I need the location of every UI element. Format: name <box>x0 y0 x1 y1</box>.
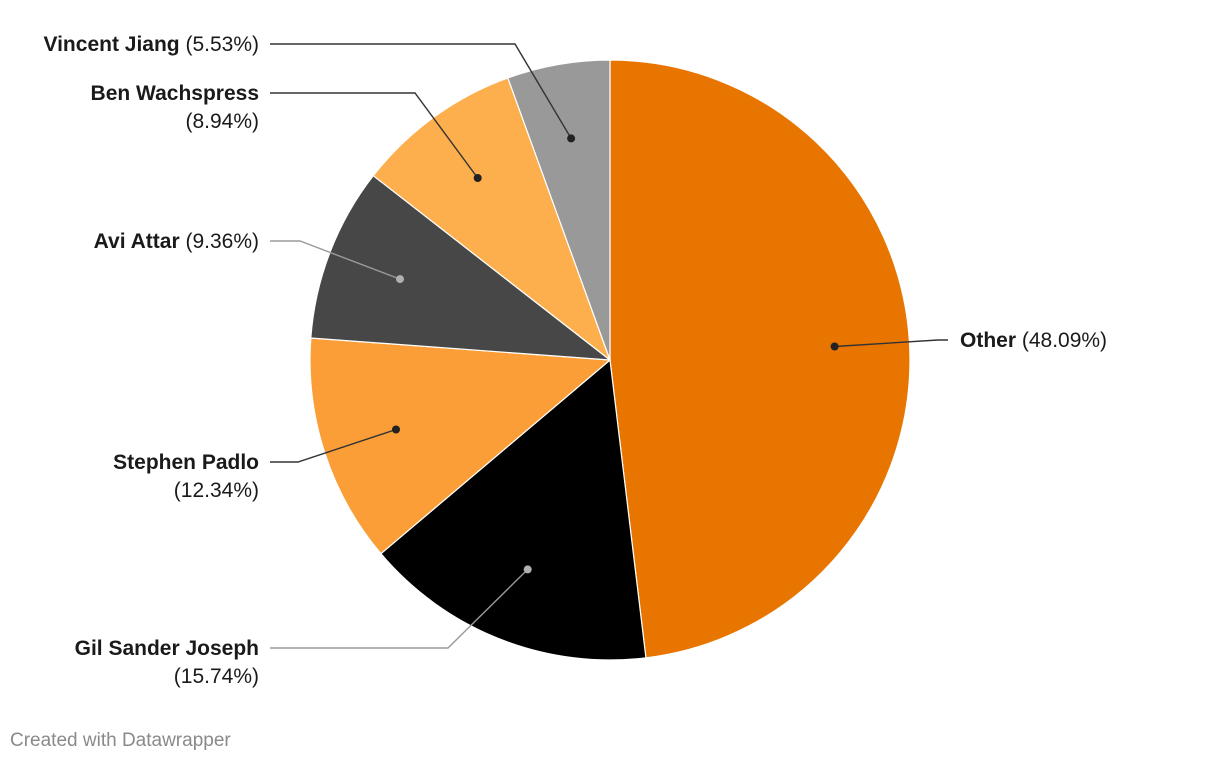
slice-label-percent: (12.34%) <box>174 479 259 502</box>
pie-slice-gil-sander-joseph <box>380 359 647 661</box>
slice-label-percent: (15.74%) <box>174 665 259 688</box>
slice-label-avi-attar: Avi Attar (9.36%) <box>94 230 259 253</box>
slice-label-name: Gil Sander Joseph <box>75 637 259 660</box>
slice-label-other: Other (48.09%) <box>960 329 1107 352</box>
leader-line-stephen-padlo <box>270 428 397 463</box>
slice-label-ben-wachspress: Ben Wachspress (8.94%) <box>91 82 259 133</box>
slice-label-percent: (8.94%) <box>185 110 259 133</box>
leader-line-avi-attar <box>270 240 401 280</box>
pie-slice-other <box>609 59 911 659</box>
leader-lines <box>270 43 948 649</box>
leader-dot-vincent-jiang <box>567 134 576 143</box>
leader-line-other <box>834 339 948 348</box>
leader-dot-stephen-padlo <box>392 425 400 434</box>
leader-line-gil-sander-joseph <box>270 568 529 649</box>
leader-dot-ben-wachspress <box>473 174 482 182</box>
credit-text: Created with Datawrapper <box>10 730 231 751</box>
leader-dot-avi-attar <box>396 275 404 284</box>
pie-slice-vincent-jiang <box>507 59 611 361</box>
leader-line-ben-wachspress <box>270 92 479 179</box>
slice-label-name: Stephen Padlo <box>113 451 259 474</box>
slice-label-percent: (5.53%) <box>185 33 259 56</box>
slice-label-gil-sander-joseph: Gil Sander Joseph (15.74%) <box>75 637 259 688</box>
slice-label-name: Ben Wachspress <box>91 82 259 105</box>
slice-label-stephen-padlo: Stephen Padlo (12.34%) <box>113 451 259 502</box>
leader-line-vincent-jiang <box>270 43 572 139</box>
slice-label-percent: (9.36%) <box>185 230 259 253</box>
slice-label-percent: (48.09%) <box>1022 329 1107 352</box>
slice-label-name: Avi Attar <box>94 230 186 253</box>
leader-dot-other <box>830 342 839 351</box>
pie-slices <box>309 59 911 661</box>
leader-dot-gil-sander-joseph <box>523 565 532 574</box>
slice-label-vincent-jiang: Vincent Jiang (5.53%) <box>43 33 259 56</box>
slice-label-name: Other <box>960 329 1022 352</box>
slice-labels: Other (48.09%) Gil Sander Joseph (15.74%) S… <box>43 33 1107 688</box>
slice-label-name: Vincent Jiang <box>43 33 185 56</box>
